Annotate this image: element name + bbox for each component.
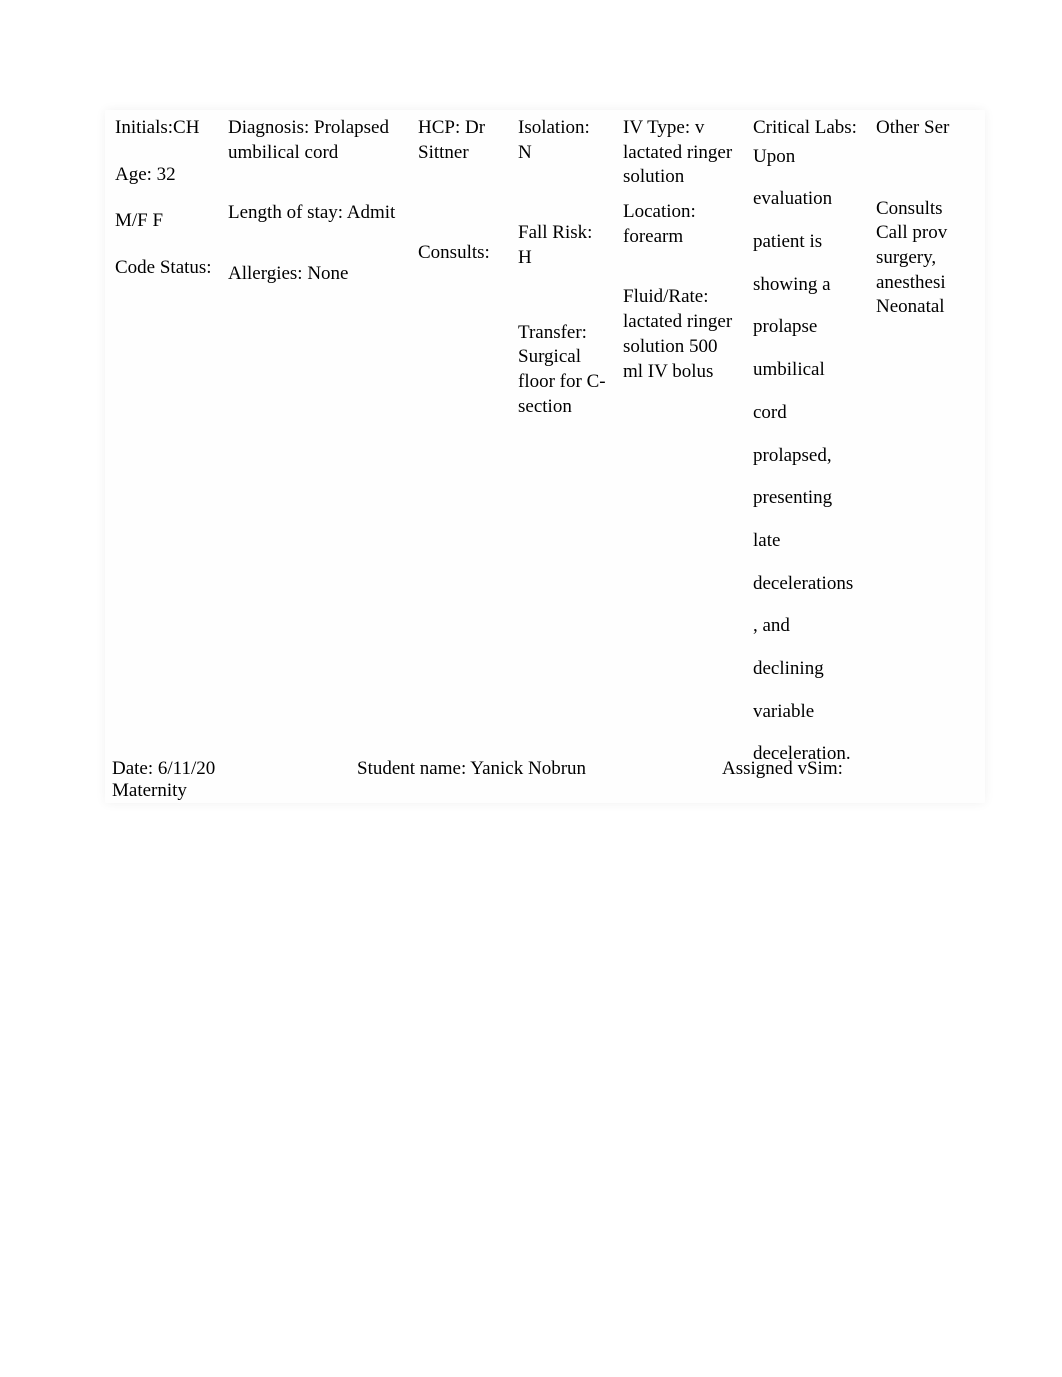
iv-type-field: IV Type: v lactated ringer solution: [623, 116, 737, 190]
footer-row: Date: 6/11/20 Maternity Student name: Ya…: [112, 758, 962, 802]
lab-word: showing a: [753, 273, 860, 298]
hcp-field: HCP: Dr Sittner: [418, 116, 502, 165]
lab-word: umbilical: [753, 358, 860, 383]
lab-word: late: [753, 529, 860, 554]
transfer-field: Transfer: Surgical floor for C-section: [518, 321, 607, 420]
critical-labs-header: Critical Labs:: [753, 116, 860, 141]
fall-risk-field: Fall Risk: H: [518, 221, 607, 270]
anesthesi-line: anesthesi: [876, 271, 981, 296]
length-of-stay-field: Length of stay: Admit: [228, 201, 402, 226]
col-demographics: Initials:CH Age: 32 M/F F Code Status:: [105, 110, 218, 803]
lab-word: cord: [753, 401, 860, 426]
lab-word: prolapse: [753, 315, 860, 340]
assigned-vsim-field: Assigned vSim:: [722, 758, 962, 780]
lab-word: prolapsed,: [753, 444, 860, 469]
iv-location-field: Location: forearm: [623, 200, 737, 249]
lab-word: patient is: [753, 230, 860, 255]
initials-field: Initials:CH: [115, 116, 212, 141]
code-status-field: Code Status:: [115, 256, 212, 281]
maternity-field: Maternity: [112, 780, 357, 802]
date-field: Date: 6/11/20: [112, 758, 357, 780]
lab-word: declining: [753, 657, 860, 682]
lab-word: decelerations: [753, 572, 860, 597]
surgery-line: surgery,: [876, 246, 981, 271]
lab-word: variable: [753, 700, 860, 725]
critical-labs-body: Upon evaluation patient is showing a pro…: [753, 145, 860, 767]
consults-line: Consults: [876, 197, 981, 222]
neonatal-line: Neonatal: [876, 295, 981, 320]
col-hcp: HCP: Dr Sittner Consults:: [408, 110, 508, 803]
other-services-header: Other Ser: [876, 116, 981, 141]
consults-field: Consults:: [418, 241, 502, 266]
student-name-field: Student name: Yanick Nobrun: [357, 758, 722, 780]
sex-field: M/F F: [115, 209, 212, 234]
footer-col-date: Date: 6/11/20 Maternity: [112, 758, 357, 802]
col-critical-labs: Critical Labs: Upon evaluation patient i…: [743, 110, 866, 803]
col-iv: IV Type: v lactated ringer solution Loca…: [613, 110, 743, 803]
lab-word: Upon: [753, 145, 860, 170]
diagnosis-field: Diagnosis: Prolapsed umbilical cord: [228, 116, 402, 165]
age-field: Age: 32: [115, 163, 212, 188]
isolation-field: Isolation: N: [518, 116, 607, 165]
patient-card: Initials:CH Age: 32 M/F F Code Status: D…: [105, 110, 985, 803]
allergies-field: Allergies: None: [228, 262, 402, 287]
lab-word: evaluation: [753, 187, 860, 212]
call-prov-line: Call prov: [876, 221, 981, 246]
col-other-services: Other Ser Consults Call prov surgery, an…: [866, 110, 985, 803]
fluid-rate-field: Fluid/Rate: lactated ringer solution 500…: [623, 285, 737, 384]
footer-col-student: Student name: Yanick Nobrun: [357, 758, 722, 802]
lab-word: presenting: [753, 486, 860, 511]
col-diagnosis: Diagnosis: Prolapsed umbilical cord Leng…: [218, 110, 408, 803]
col-risk: Isolation: N Fall Risk: H Transfer: Surg…: [508, 110, 613, 803]
footer-col-assigned: Assigned vSim:: [722, 758, 962, 802]
lab-word: , and: [753, 614, 860, 639]
